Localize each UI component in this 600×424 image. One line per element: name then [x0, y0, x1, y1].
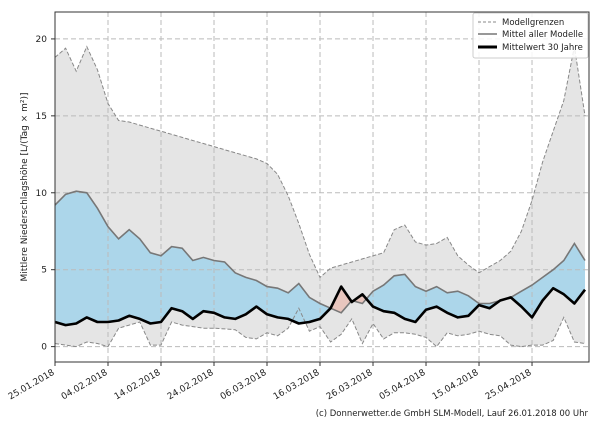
x-tick-label: 14.02.2018: [113, 368, 163, 403]
x-tick-label: 04.02.2018: [60, 368, 110, 403]
y-tick-label: 10: [36, 189, 48, 199]
legend-label-mean: Mittel aller Modelle: [502, 30, 583, 40]
y-tick-label: 0: [41, 343, 47, 353]
plot-frame: [54, 11, 590, 363]
x-tick-label: 26.03.2018: [325, 368, 375, 403]
y-axis-ticks: 0 5 10 15 20: [36, 35, 55, 353]
legend-label-thirty: Mittelwert 30 Jahre: [502, 43, 583, 53]
upper-bound-line: [54, 45, 586, 279]
fill-areas: [55, 46, 585, 347]
footer-credit: (c) Donnerwetter.de GmbH SLM-Modell, Lau…: [316, 409, 589, 419]
x-tick-label: 15.04.2018: [431, 368, 481, 403]
series-lines: [54, 45, 587, 348]
lower-bound-line: [54, 307, 586, 348]
y-tick-label: 15: [36, 112, 47, 122]
legend-label-bounds: Modellgrenzen: [502, 18, 564, 28]
thirty-year-mean-line: [54, 285, 587, 327]
x-tick-label: 16.03.2018: [272, 368, 322, 403]
y-tick-label: 5: [41, 266, 47, 276]
above-normal-fill: [55, 191, 585, 326]
x-tick-label: 24.02.2018: [166, 368, 216, 403]
legend: Modellgrenzen Mittel aller Modelle Mitte…: [472, 12, 589, 59]
x-tick-label: 25.04.2018: [484, 368, 534, 403]
x-axis-ticks: 25.01.2018 04.02.2018 14.02.2018 24.02.2018…: [7, 362, 534, 402]
x-tick-label: 06.03.2018: [219, 368, 269, 403]
legend-box: [472, 12, 589, 59]
x-tick-label: 25.01.2018: [7, 368, 57, 403]
y-axis-label: Mittlere Niederschlagshöhe [L/(Tag × m²)…: [20, 92, 30, 281]
x-tick-label: 05.04.2018: [378, 368, 428, 403]
y-tick-label: 20: [36, 35, 48, 45]
